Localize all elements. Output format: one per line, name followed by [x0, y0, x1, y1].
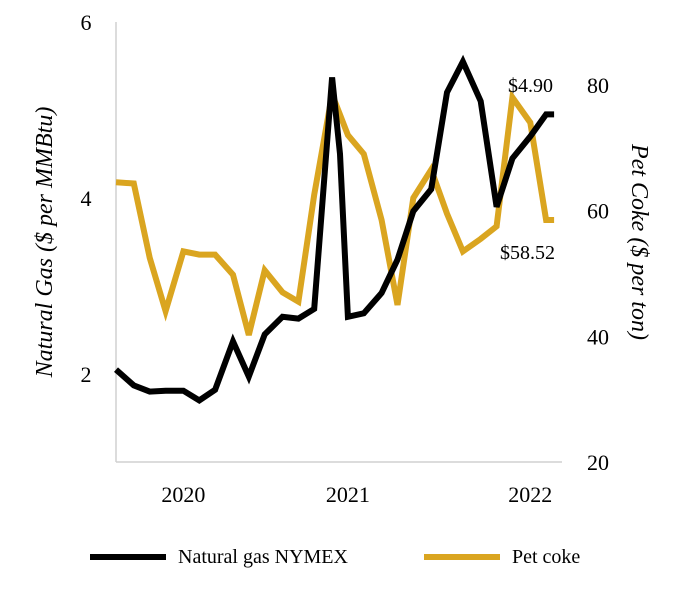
legend-swatch-pet-coke [424, 554, 500, 560]
legend-item-pet-coke: Pet coke [424, 540, 580, 574]
x-tick-label: 2020 [161, 482, 205, 507]
legend-item-natural-gas: Natural gas NYMEX [90, 540, 348, 574]
y2-tick-label: 60 [587, 199, 609, 224]
coke-last-value-label: $58.52 [500, 242, 555, 264]
left-axis-title: Natural Gas ($ per MMBtu) [32, 107, 58, 379]
legend-label-natural-gas: Natural gas NYMEX [178, 545, 348, 568]
combo-line-chart: 2 4 6 20 40 60 80 2020 2021 2022 Natural Gas ($… [32, 10, 652, 507]
gas-last-value-label: $4.90 [508, 75, 553, 97]
legend: Natural gas NYMEX Pet coke [0, 540, 682, 574]
legend-swatch-natural-gas [90, 554, 166, 560]
y-tick-label: 4 [81, 186, 92, 211]
y2-tick-label: 40 [587, 324, 609, 349]
x-tick-label: 2022 [508, 482, 552, 507]
x-tick-label: 2021 [326, 482, 370, 507]
y2-tick-label: 20 [587, 450, 609, 475]
right-axis-ticks: 20 40 60 80 [587, 73, 609, 475]
legend-label-pet-coke: Pet coke [512, 545, 581, 568]
series-line-natural-gas-nymex [114, 54, 555, 404]
right-axis-title: Pet Coke ($ per ton) [626, 143, 652, 340]
y-tick-label: 2 [81, 362, 92, 387]
y2-tick-label: 80 [587, 73, 609, 98]
series-layer [114, 54, 555, 404]
series-line-pet-coke [115, 83, 555, 336]
left-axis-ticks: 2 4 6 [81, 10, 92, 387]
y-tick-label: 6 [81, 10, 92, 35]
x-axis-ticks: 2020 2021 2022 [161, 482, 552, 507]
